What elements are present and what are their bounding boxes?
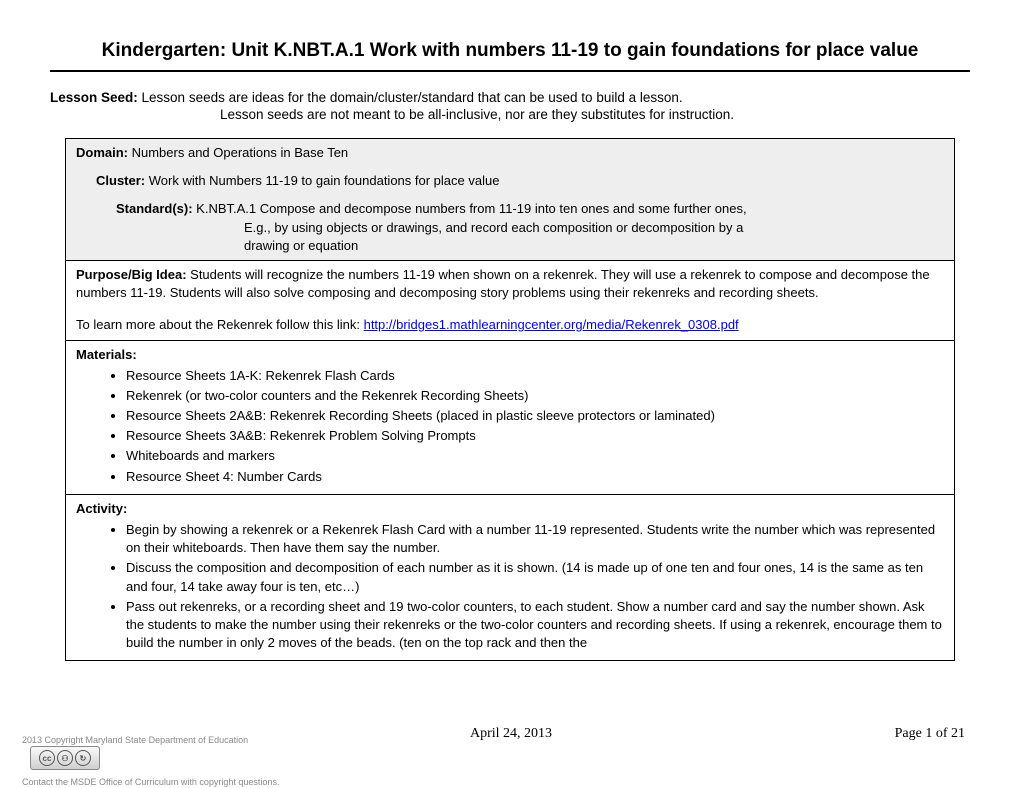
list-item: Whiteboards and markers [126, 447, 944, 465]
list-item: Resource Sheet 4: Number Cards [126, 468, 944, 486]
lesson-seed-line2: Lesson seeds are not meant to be all-inc… [50, 107, 970, 122]
list-item: Begin by showing a rekenrek or a Rekenre… [126, 521, 944, 557]
by-icon: ⚇ [57, 750, 73, 766]
list-item: Discuss the composition and decompositio… [126, 559, 944, 595]
standard-row: Standard(s): K.NBT.A.1 Compose and decom… [76, 200, 944, 218]
domain-cluster-standard-cell: Domain: Numbers and Operations in Base T… [66, 139, 954, 261]
list-item: Rekenrek (or two-color counters and the … [126, 387, 944, 405]
standard-cont1: E.g., by using objects or drawings, and … [76, 219, 944, 237]
purpose-cell: Purpose/Big Idea: Students will recogniz… [66, 261, 954, 341]
purpose-text: Students will recognize the numbers 11-1… [76, 267, 930, 300]
copyright-top: 2013 Copyright Maryland State Department… [22, 735, 248, 745]
cc-icon: cc [39, 750, 55, 766]
footer-date: April 24, 2013 [470, 726, 552, 742]
domain-label: Domain: [76, 145, 128, 160]
domain-text: Numbers and Operations in Base Ten [128, 145, 348, 160]
list-item: Resource Sheets 3A&B: Rekenrek Problem S… [126, 427, 944, 445]
standard-cont2: drawing or equation [76, 237, 944, 255]
list-item: Pass out rekenreks, or a recording sheet… [126, 598, 944, 653]
lesson-seed-label: Lesson Seed: [50, 90, 138, 105]
activity-list: Begin by showing a rekenrek or a Rekenre… [76, 521, 944, 652]
document-page: Kindergarten: Unit K.NBT.A.1 Work with n… [0, 0, 1020, 681]
lesson-seed-text1: Lesson seeds are ideas for the domain/cl… [138, 90, 683, 105]
lesson-seed-line1: Lesson Seed: Lesson seeds are ideas for … [50, 90, 970, 105]
lesson-table: Domain: Numbers and Operations in Base T… [65, 138, 955, 661]
materials-list: Resource Sheets 1A-K: Rekenrek Flash Car… [76, 367, 944, 486]
page-title: Kindergarten: Unit K.NBT.A.1 Work with n… [50, 40, 970, 72]
list-item: Resource Sheets 1A-K: Rekenrek Flash Car… [126, 367, 944, 385]
cluster-label: Cluster: [96, 173, 145, 188]
copyright-bottom: Contact the MSDE Office of Curriculum wi… [22, 777, 279, 787]
materials-cell: Materials: Resource Sheets 1A-K: Rekenre… [66, 341, 954, 495]
standard-text: K.NBT.A.1 Compose and decompose numbers … [193, 201, 747, 216]
purpose-label: Purpose/Big Idea: [76, 267, 187, 282]
cc-license-badge: cc ⚇ ↻ [30, 746, 100, 770]
sa-icon: ↻ [75, 750, 91, 766]
activity-label: Activity: [76, 501, 127, 516]
link-intro: To learn more about the Rekenrek follow … [76, 317, 364, 332]
standard-label: Standard(s): [116, 201, 193, 216]
activity-cell: Activity: Begin by showing a rekenrek or… [66, 495, 954, 661]
footer-page-number: Page 1 of 21 [895, 726, 965, 742]
rekenrek-link[interactable]: http://bridges1.mathlearningcenter.org/m… [364, 317, 739, 332]
cluster-text: Work with Numbers 11-19 to gain foundati… [145, 173, 499, 188]
list-item: Resource Sheets 2A&B: Rekenrek Recording… [126, 407, 944, 425]
cluster-row: Cluster: Work with Numbers 11-19 to gain… [76, 172, 944, 190]
materials-label: Materials: [76, 347, 137, 362]
